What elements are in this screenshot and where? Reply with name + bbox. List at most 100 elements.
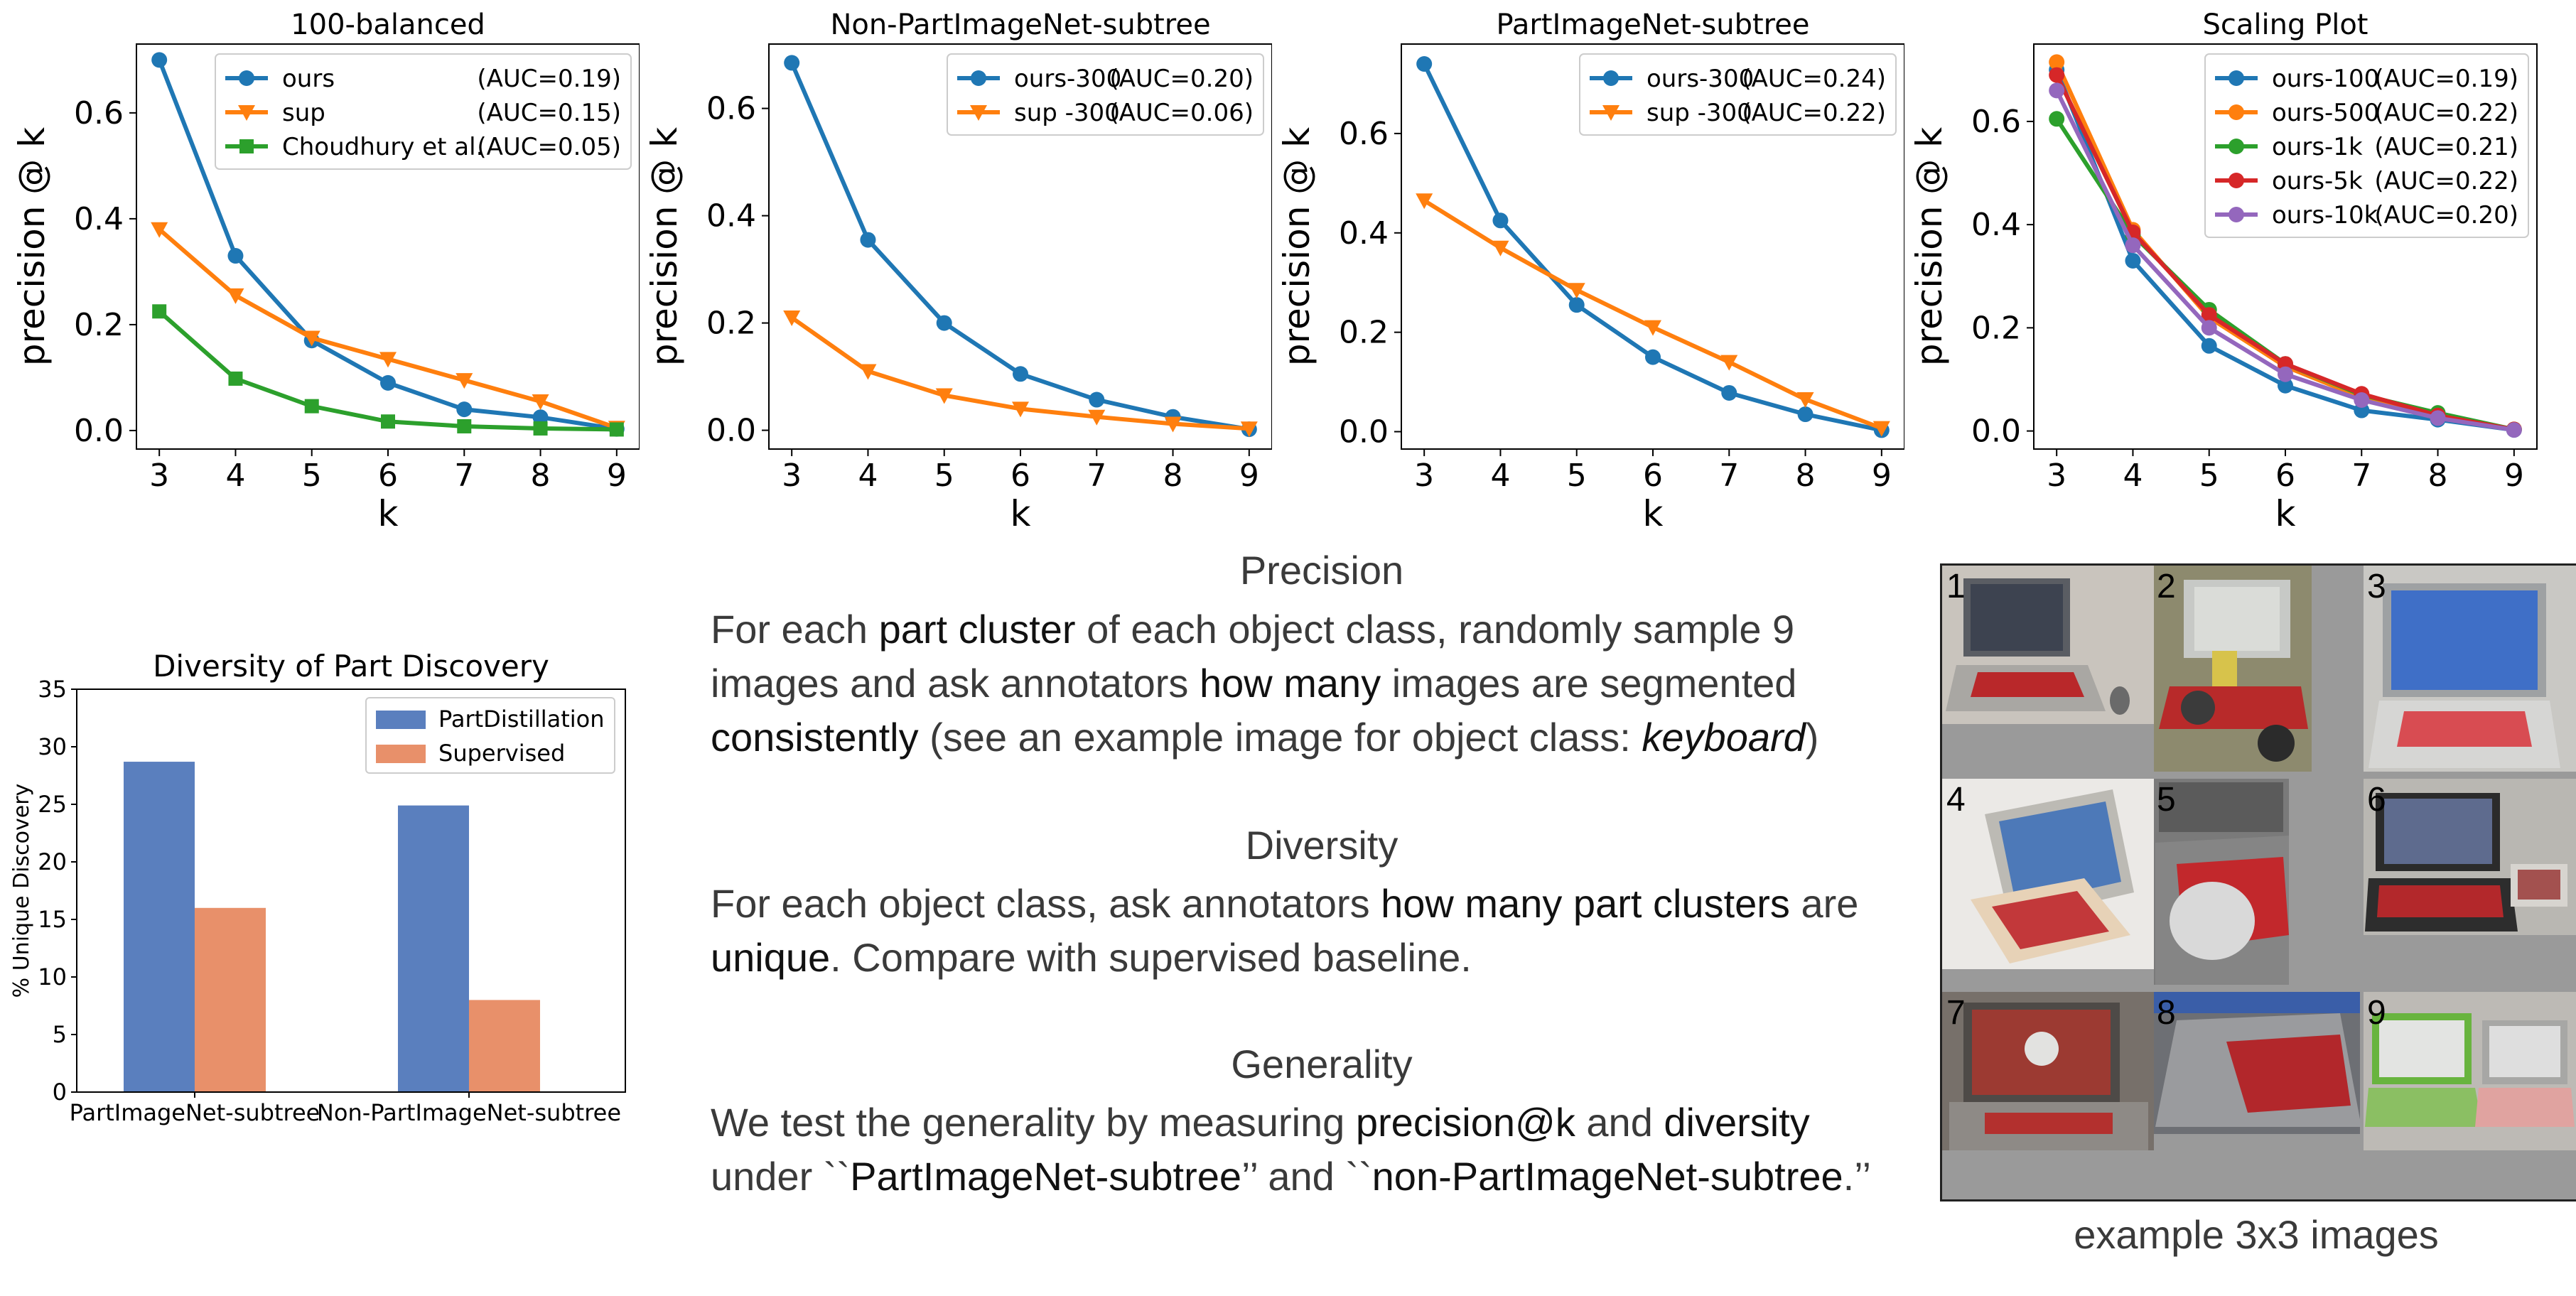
series-sup-300 <box>783 310 1258 438</box>
data-point <box>2049 82 2065 99</box>
series-choudhury-et-al- <box>152 304 624 437</box>
data-point <box>1088 409 1106 426</box>
x-tick-label: 7 <box>454 458 474 494</box>
data-point <box>228 371 243 386</box>
x-tick-label: 4 <box>858 458 878 494</box>
data-point <box>1796 392 1814 409</box>
emphasis-text: consistently <box>711 715 919 760</box>
data-point <box>304 399 319 414</box>
data-point <box>936 315 952 331</box>
paragraph-line: unique. Compare with supervised baseline… <box>711 931 1933 985</box>
legend-auc: (AUC=0.05) <box>477 133 621 161</box>
body-text: under `` <box>711 1154 851 1199</box>
data-point <box>2201 320 2217 336</box>
chart-title: 100-balanced <box>291 9 485 41</box>
keyboard-images <box>1942 566 2576 1150</box>
y-tick-label: 0.0 <box>1971 414 2021 450</box>
chart-partimagenet-subtree: PartImageNet-subtree 3 4 5 6 7 8 9 0.0 0.2 0.4 0.6 k… <box>1276 9 1904 534</box>
data-point <box>1721 384 1737 401</box>
chart-title: Scaling Plot <box>2203 9 2368 41</box>
y-tick-label: 0.2 <box>1339 315 1389 351</box>
data-point <box>152 304 167 319</box>
legend: PartDistillation Supervised <box>365 697 615 774</box>
emphasis-text: non-PartImageNet-subtree <box>1371 1154 1843 1199</box>
grid-image-9 <box>2364 992 2576 1150</box>
body-text: ) <box>1805 715 1819 760</box>
data-point <box>2125 237 2141 254</box>
body-text: . Compare with supervised baseline. <box>830 935 1472 980</box>
grid-image-number: 4 <box>1946 781 1966 819</box>
y-tick-label: 0.2 <box>706 306 756 342</box>
chart-100-balanced: 100-balanced 3 4 5 6 7 8 9 0.0 0.2 0.4 0.6 k precisio… <box>11 9 640 534</box>
x-tick-label: 3 <box>2047 458 2066 494</box>
grid-image-1 <box>1942 566 2154 724</box>
body-text: images are segmented <box>1381 661 1797 706</box>
legend-label: Supervised <box>438 740 565 767</box>
series-ours-300 <box>1416 55 1890 438</box>
data-point <box>1013 366 1028 382</box>
legend-marker <box>2229 70 2244 86</box>
data-point <box>1240 421 1258 438</box>
legend-marker <box>239 139 254 153</box>
legend: ours-300(AUC=0.20) sup -300(AUC=0.06) <box>947 53 1264 136</box>
emphasis-text: diversity <box>1664 1100 1810 1145</box>
grid-image-number: 2 <box>2157 568 2176 605</box>
grid-image-8 <box>2154 992 2361 1134</box>
x-tick-label: 7 <box>1719 458 1739 494</box>
legend-marker <box>2229 173 2244 188</box>
legend-marker <box>1602 105 1620 121</box>
generality-paragraph: We test the generality by measuring prec… <box>711 1096 1933 1204</box>
legend-auc: (AUC=0.06) <box>1109 99 1254 127</box>
data-point <box>2201 338 2217 354</box>
grid-image-number: 5 <box>2157 781 2176 819</box>
x-tick-label: 9 <box>1239 458 1259 494</box>
data-point <box>2049 111 2065 127</box>
data-point <box>1012 401 1029 418</box>
emphasis-text: PartImageNet-subtree <box>850 1154 1242 1199</box>
body-text: ’’ and `` <box>1241 1154 1372 1199</box>
legend: ours-300(AUC=0.24) sup -300(AUC=0.22) <box>1579 53 1897 136</box>
grid-image-number: 1 <box>1946 568 1966 605</box>
y-tick-label: 0.2 <box>74 307 124 343</box>
chart-diversity-bar: Diversity of Part Discovery 0 5 10 15 20 25 30 3… <box>9 649 626 1126</box>
series-line <box>158 227 618 431</box>
legend-label: ours-100 <box>2272 65 2379 93</box>
legend-label: PartDistillation <box>438 706 605 733</box>
paragraph-line: under ``PartImageNet-subtree’’ and ``non… <box>711 1150 1933 1204</box>
grid-image-6 <box>2364 779 2576 935</box>
data-point <box>1416 55 1433 72</box>
data-point <box>456 373 473 389</box>
data-point <box>1089 392 1105 408</box>
data-point <box>1568 283 1585 299</box>
data-point <box>1645 349 1661 365</box>
x-tick-label: 6 <box>1643 458 1663 494</box>
data-point <box>379 352 397 368</box>
y-tick-label: 0.6 <box>1971 104 2021 140</box>
emphasis-text: unique <box>711 935 831 980</box>
x-tick-label: 4 <box>225 458 245 494</box>
legend-label: sup -300 <box>1647 99 1752 127</box>
y-axis-label: precision @ k <box>1276 127 1317 366</box>
data-point <box>784 55 800 71</box>
legend-label: sup -300 <box>1014 99 1120 127</box>
legend-label: ours-300 <box>1647 65 1754 93</box>
data-point <box>2125 252 2141 269</box>
x-tick-label: 3 <box>782 458 802 494</box>
x-tick-label: 7 <box>2351 458 2371 494</box>
y-tick-label: 0.6 <box>706 91 756 127</box>
legend-marker <box>239 70 254 86</box>
series-line <box>158 310 617 432</box>
y-tick-label: 0.0 <box>706 413 756 449</box>
data-point <box>1568 297 1585 313</box>
y-tick-label: 0.2 <box>1971 310 2021 346</box>
grid-image-7 <box>1942 992 2154 1150</box>
body-text: and <box>1575 1100 1664 1145</box>
legend-auc: (AUC=0.15) <box>477 99 621 127</box>
legend-label: Choudhury et al. <box>282 133 483 161</box>
y-tick-label: 0.4 <box>74 201 124 237</box>
bar <box>468 1000 540 1092</box>
emphasis-text: part cluster <box>878 607 1076 652</box>
data-point <box>2278 366 2293 382</box>
x-tick-label: 8 <box>1163 458 1183 494</box>
paragraph-line: For each part cluster of each object cla… <box>711 603 1933 657</box>
